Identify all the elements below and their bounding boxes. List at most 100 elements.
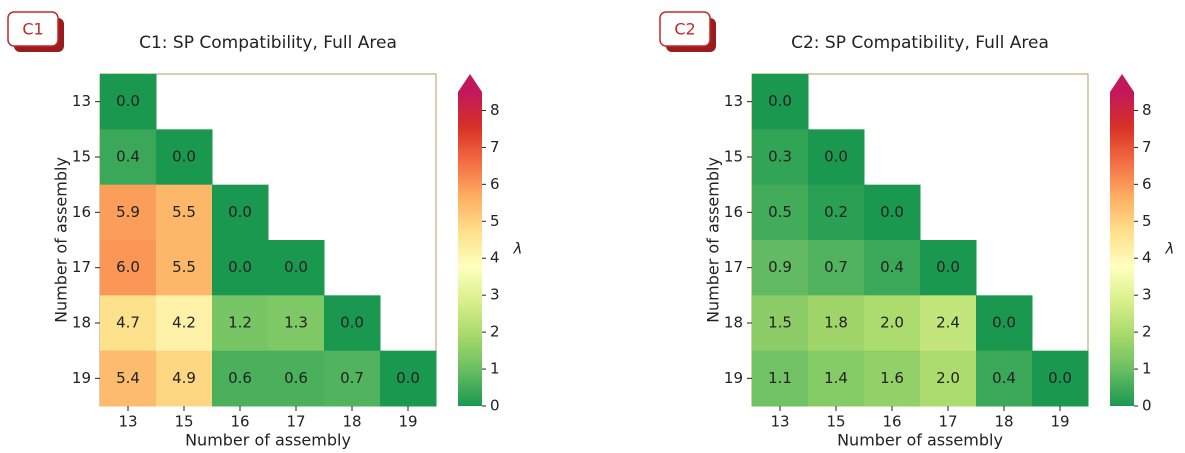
badge-label: C1 <box>22 20 43 39</box>
cell-label: 0.0 <box>880 203 904 221</box>
cell-label: 1.3 <box>284 314 308 332</box>
y-tick-label: 16 <box>724 203 743 221</box>
y-tick-label: 16 <box>72 203 91 221</box>
heatmap-cell <box>864 184 921 241</box>
badge-label: C2 <box>674 20 695 39</box>
cell-label: 4.7 <box>116 314 140 332</box>
heatmap-cell <box>808 295 865 352</box>
cell-label: 0.0 <box>396 369 420 387</box>
chart-title: C2: SP Compatibility, Full Area <box>791 33 1049 53</box>
x-tick-label: 18 <box>342 413 361 431</box>
colorbar-tick-label: 2 <box>1142 323 1152 341</box>
heatmap-cell <box>752 295 809 352</box>
heatmap-cell <box>752 240 809 296</box>
cell-label: 0.4 <box>992 369 1016 387</box>
y-tick-label: 19 <box>72 369 91 387</box>
heatmap-cell <box>212 295 269 352</box>
cell-label: 1.6 <box>880 369 904 387</box>
cell-label: 5.9 <box>116 203 140 221</box>
colorbar-label: λ <box>513 240 523 258</box>
heatmap-cell <box>808 240 865 296</box>
cell-label: 0.5 <box>768 203 792 221</box>
cell-label: 0.0 <box>228 203 252 221</box>
x-tick-label: 15 <box>826 413 845 431</box>
heatmap-cell <box>324 350 381 407</box>
cell-label: 0.4 <box>116 148 140 166</box>
x-tick-label: 16 <box>230 413 249 431</box>
x-tick-label: 13 <box>770 413 789 431</box>
colorbar-tick-label: 8 <box>490 101 500 119</box>
heatmap-cell <box>156 240 213 296</box>
heatmap-cell <box>156 129 213 186</box>
colorbar-extend <box>1110 74 1134 92</box>
heatmap-cell <box>268 295 325 352</box>
y-axis-label: Number of assembly <box>52 157 71 323</box>
colorbar-tick-label: 7 <box>1142 138 1152 156</box>
colorbar-tick-label: 3 <box>490 286 500 304</box>
colorbar-tick-label: 0 <box>490 397 500 415</box>
heatmap-cell <box>1032 350 1089 407</box>
y-tick-label: 18 <box>72 314 91 332</box>
cell-label: 0.3 <box>768 148 792 166</box>
heatmap-cell <box>752 129 809 186</box>
x-tick-label: 19 <box>398 413 417 431</box>
colorbar-extend <box>458 74 482 92</box>
cell-label: 1.2 <box>228 314 252 332</box>
cell-label: 0.0 <box>936 258 960 276</box>
cell-label: 0.0 <box>172 148 196 166</box>
heatmap-cell <box>212 350 269 407</box>
heatmap-cell <box>268 350 325 407</box>
heatmap-cell <box>156 295 213 352</box>
cell-label: 0.2 <box>824 203 848 221</box>
heatmap-cell <box>212 240 269 296</box>
colorbar-tick-label: 4 <box>1142 249 1152 267</box>
colorbar-tick-label: 3 <box>1142 286 1152 304</box>
cell-label: 0.4 <box>880 258 904 276</box>
heatmap-cell <box>976 350 1033 407</box>
heatmap-cell <box>212 184 269 241</box>
colorbar-tick-label: 2 <box>490 323 500 341</box>
cell-label: 0.0 <box>284 258 308 276</box>
cell-label: 0.7 <box>824 258 848 276</box>
cell-label: 0.0 <box>768 92 792 110</box>
colorbar-tick-label: 8 <box>1142 101 1152 119</box>
heatmap-cell <box>156 184 213 241</box>
chart-title: C1: SP Compatibility, Full Area <box>139 33 397 53</box>
badge <box>659 11 711 47</box>
y-tick-label: 15 <box>724 148 743 166</box>
cell-label: 2.0 <box>880 314 904 332</box>
heatmap-cell <box>920 350 977 407</box>
x-axis-label: Number of assembly <box>185 431 351 450</box>
cell-label: 5.5 <box>172 258 196 276</box>
y-tick-label: 17 <box>72 258 91 276</box>
cell-label: 6.0 <box>116 258 140 276</box>
heatmap-cell <box>156 350 213 407</box>
heatmap-cell <box>920 295 977 352</box>
x-axis-label: Number of assembly <box>837 431 1003 450</box>
cell-label: 1.4 <box>824 369 848 387</box>
cell-label: 0.0 <box>1048 369 1072 387</box>
colorbar-tick-label: 1 <box>1142 360 1152 378</box>
heatmap-cell <box>808 129 865 186</box>
colorbar-tick-label: 6 <box>490 175 500 193</box>
heatmap-cell <box>100 129 157 186</box>
cell-label: 4.2 <box>172 314 196 332</box>
cell-label: 0.0 <box>116 92 140 110</box>
cell-label: 0.0 <box>824 148 848 166</box>
x-tick-label: 15 <box>174 413 193 431</box>
cell-label: 5.5 <box>172 203 196 221</box>
colorbar-label: λ <box>1165 240 1175 258</box>
cell-label: 0.6 <box>228 369 252 387</box>
cell-label: 0.6 <box>284 369 308 387</box>
x-tick-label: 17 <box>286 413 305 431</box>
cell-label: 0.0 <box>992 314 1016 332</box>
heatmap-cell <box>864 295 921 352</box>
cell-label: 2.0 <box>936 369 960 387</box>
x-tick-label: 16 <box>882 413 901 431</box>
heatmap-cell <box>864 240 921 296</box>
cell-label: 1.8 <box>824 314 848 332</box>
heatmap-cell <box>324 295 381 352</box>
colorbar <box>458 92 482 406</box>
heatmap-cell <box>752 184 809 241</box>
